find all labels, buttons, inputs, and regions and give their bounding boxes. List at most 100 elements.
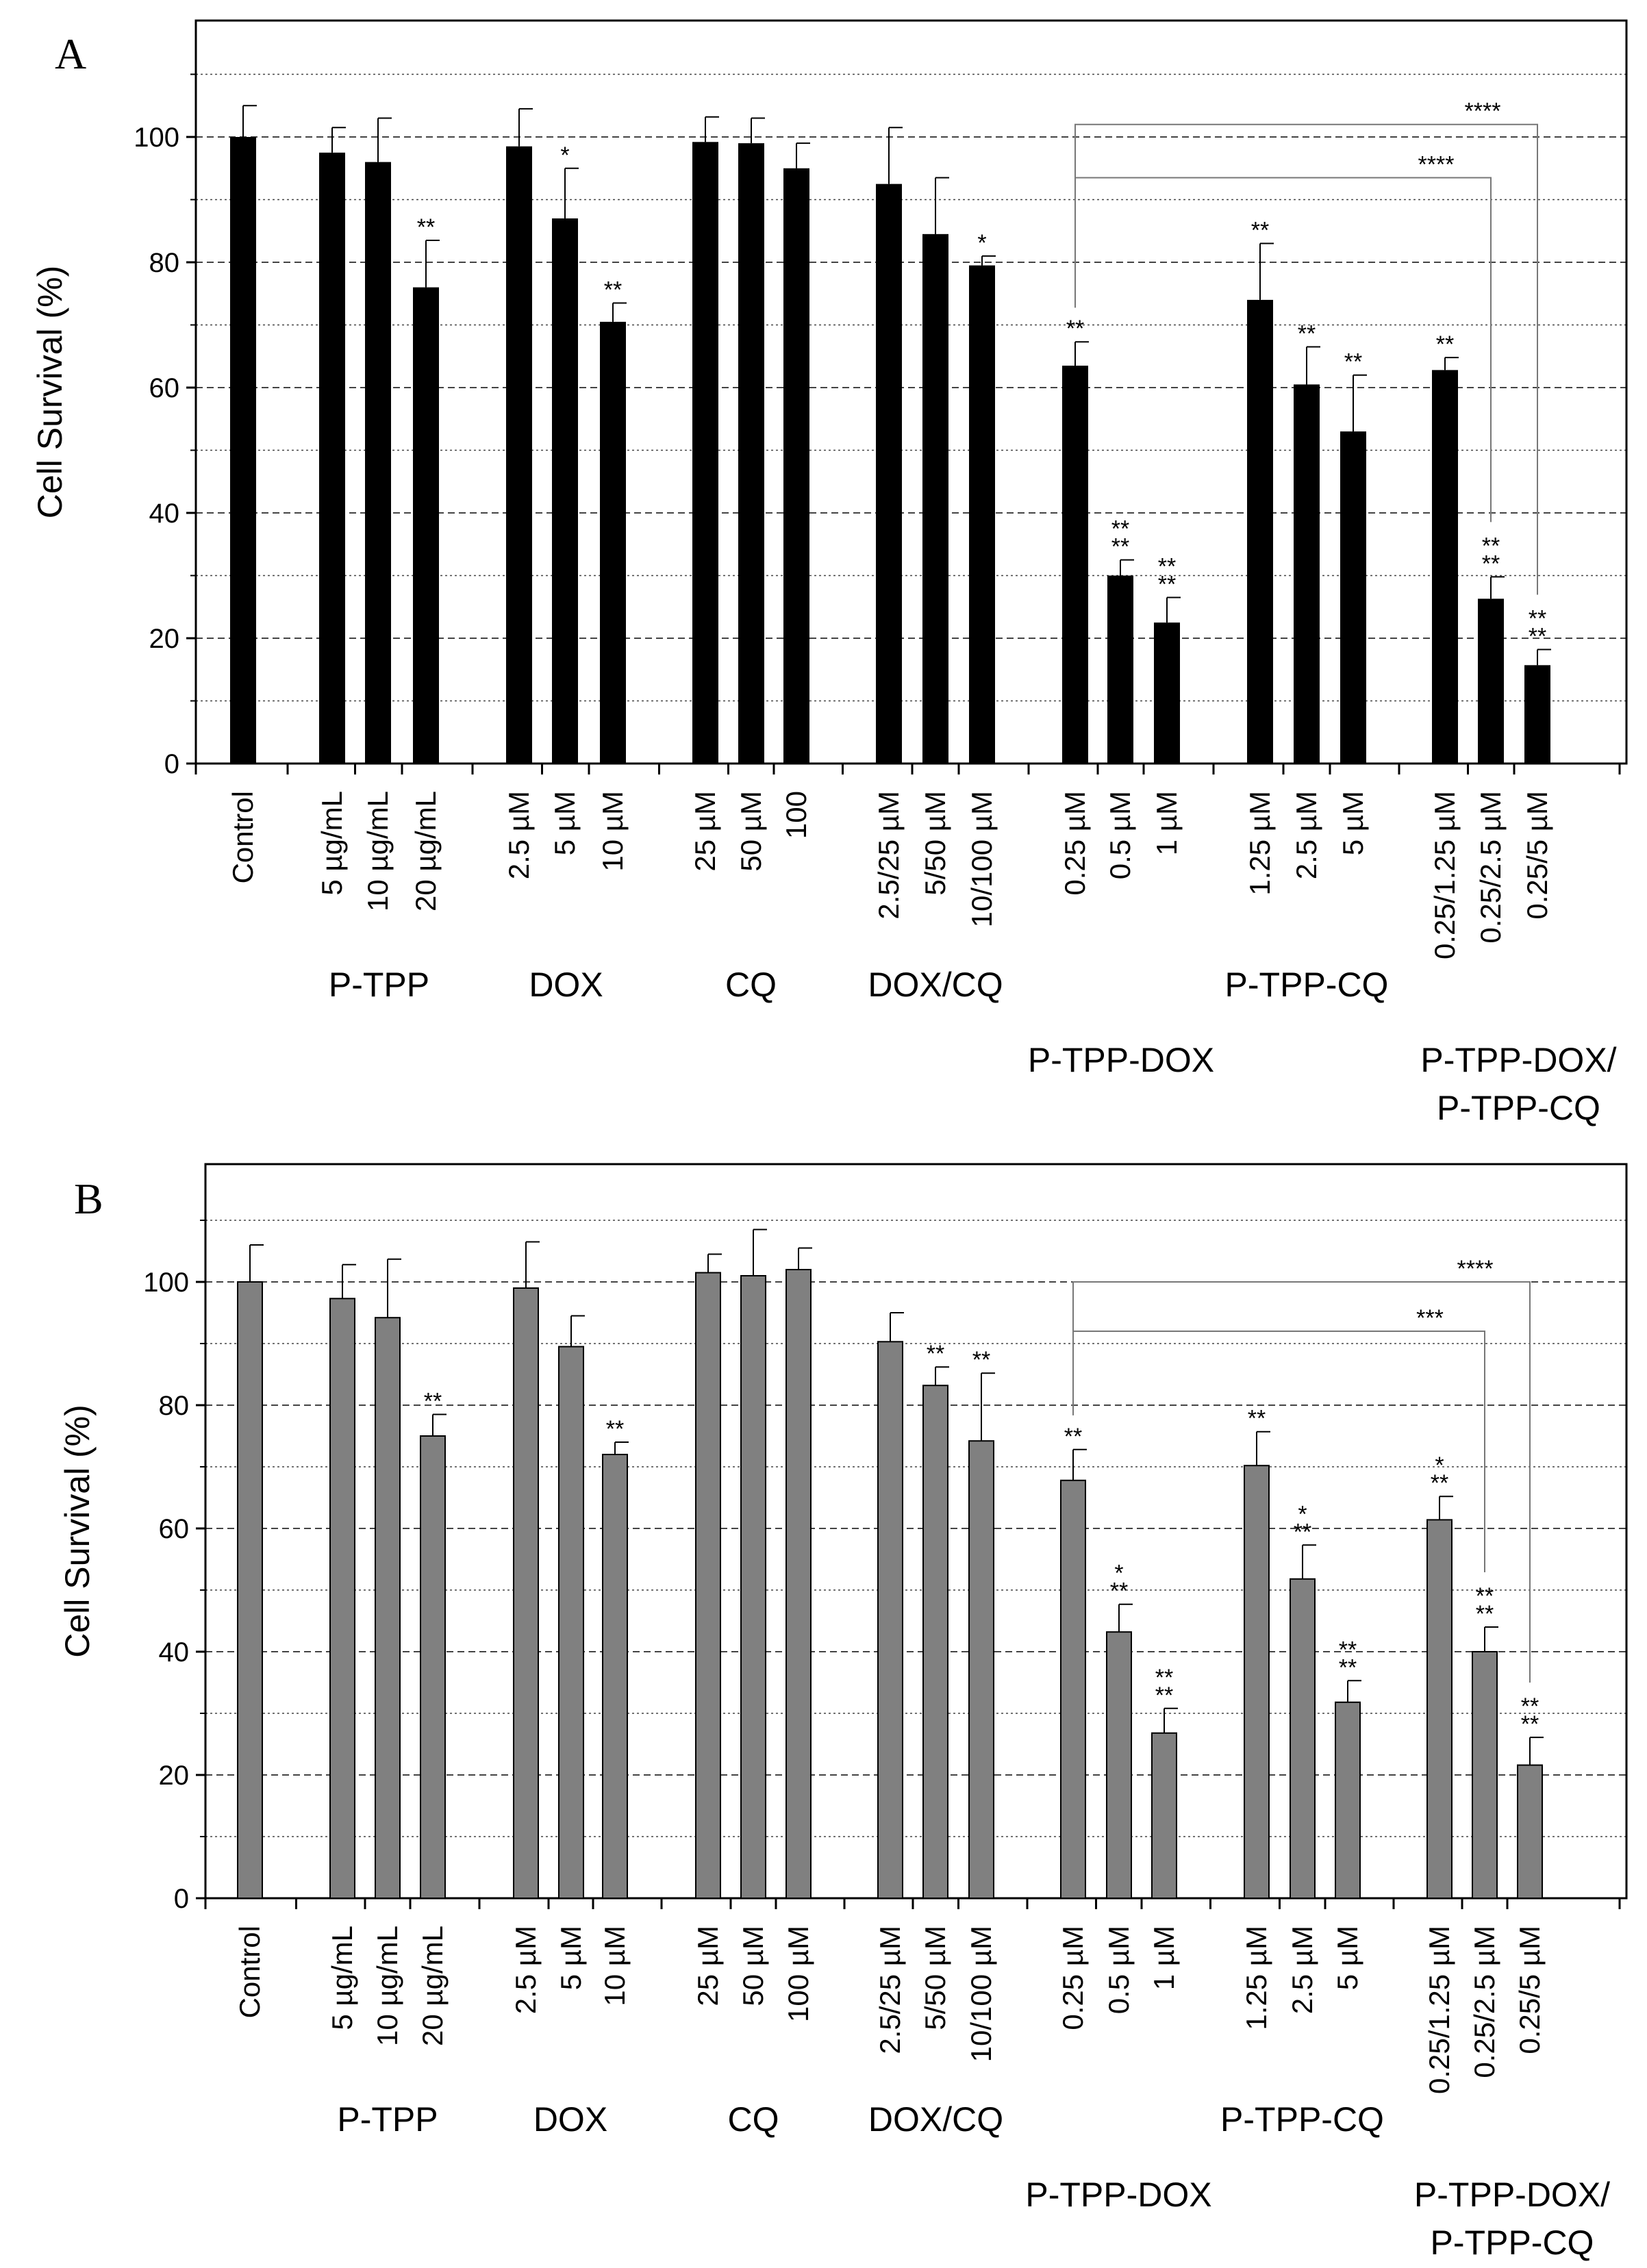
- bar-12: [968, 1440, 994, 1899]
- group-label-4: P-TPP-DOX: [1025, 2176, 1211, 2214]
- bar-2: [375, 1317, 401, 1899]
- bar-12: [969, 265, 995, 764]
- bar-18: [1340, 431, 1366, 764]
- significance-mark-20-0: **: [1482, 533, 1500, 559]
- group-label-0: P-TPP: [337, 2100, 438, 2139]
- bar-13: [1062, 365, 1088, 764]
- significance-mark-18-0: **: [1339, 1637, 1357, 1663]
- significance-mark-15-0: **: [1155, 1665, 1173, 1691]
- significance-mark-20-1: **: [1482, 551, 1500, 577]
- significance-mark-16: **: [1251, 218, 1269, 244]
- bar-19: [1432, 370, 1458, 764]
- bar-6: [600, 321, 626, 764]
- bar-10: [877, 1341, 903, 1900]
- category-label-8: 50 µM: [735, 791, 767, 872]
- significance-mark-14-1: **: [1111, 534, 1129, 560]
- category-label-12: 10/100 µM: [966, 791, 998, 927]
- y-tick-label-80: 80: [149, 248, 180, 278]
- category-label-16: 1.25 µM: [1240, 1926, 1272, 2030]
- y-tick-label-0: 0: [164, 749, 179, 779]
- bar-20: [1478, 598, 1504, 764]
- bar-8: [738, 143, 764, 764]
- y-tick-label-0: 0: [174, 1884, 189, 1914]
- group-label-5: P-TPP-CQ: [1225, 966, 1389, 1004]
- category-label-21: 0.25/5 µM: [1521, 791, 1553, 920]
- y-tick-label-40: 40: [159, 1637, 190, 1667]
- group-label-6-0: P-TPP-DOX/: [1414, 2176, 1610, 2214]
- bar-5: [552, 218, 578, 764]
- category-label-9: 100 µM: [782, 1926, 814, 2022]
- bar-16: [1247, 299, 1273, 764]
- significance-mark-13: **: [1066, 316, 1084, 342]
- panel-letter-a: A: [55, 29, 86, 78]
- bar-15: [1154, 622, 1180, 764]
- category-label-3: 20 µg/mL: [416, 1926, 449, 2046]
- significance-mark-5: *: [560, 142, 569, 168]
- group-label-6-1: P-TPP-CQ: [1437, 1089, 1600, 1127]
- significance-mark-21-0: **: [1529, 605, 1546, 631]
- group-label-4: P-TPP-DOX: [1028, 1041, 1214, 1079]
- significance-mark-19: **: [1436, 331, 1454, 357]
- category-label-4: 2.5 µM: [503, 791, 535, 879]
- significance-mark-13: **: [1064, 1424, 1082, 1450]
- bar-9: [785, 1269, 812, 1899]
- y-tick-label-100: 100: [134, 123, 179, 153]
- significance-mark-15-1: **: [1158, 572, 1176, 598]
- significance-mark-17-0: *: [1298, 1501, 1307, 1527]
- category-label-11: 5/50 µM: [919, 1926, 951, 2030]
- bar-0: [237, 1281, 263, 1899]
- group-label-3: DOX/CQ: [868, 2100, 1003, 2139]
- significance-mark-14-0: **: [1111, 516, 1129, 542]
- category-label-16: 1.25 µM: [1244, 791, 1276, 896]
- group-label-1: DOX: [533, 2100, 607, 2139]
- category-label-15: 1 µM: [1148, 1926, 1180, 1990]
- category-label-9: 100: [780, 791, 812, 839]
- significance-mark-19-0: *: [1435, 1452, 1444, 1478]
- category-label-18: 5 µM: [1331, 1926, 1363, 1990]
- bar-18: [1335, 1701, 1361, 1900]
- significance-mark-14-0: *: [1114, 1561, 1123, 1587]
- group-label-1: DOX: [529, 966, 603, 1004]
- y-tick-label-20: 20: [159, 1761, 190, 1791]
- y-tick-label-20: 20: [149, 624, 180, 654]
- bar-13: [1060, 1479, 1086, 1900]
- category-label-14: 0.5 µM: [1103, 1926, 1135, 2014]
- y-tick-label-100: 100: [143, 1268, 189, 1298]
- significance-mark-21-0: **: [1521, 1693, 1539, 1719]
- bar-20: [1472, 1651, 1498, 1899]
- bar-9: [783, 168, 809, 764]
- comparison-label-1: ****: [1418, 151, 1455, 177]
- bar-1: [319, 152, 345, 764]
- category-label-21: 0.25/5 µM: [1513, 1926, 1546, 2054]
- category-label-1: 5 µg/mL: [316, 791, 348, 896]
- significance-mark-6: **: [604, 277, 622, 303]
- category-label-6: 10 µM: [596, 791, 629, 872]
- group-label-6-0: P-TPP-DOX/: [1420, 1041, 1616, 1079]
- bar-7: [692, 142, 718, 764]
- category-label-13: 0.25 µM: [1059, 791, 1091, 896]
- group-label-5: P-TPP-CQ: [1220, 2100, 1384, 2139]
- significance-mark-12: *: [977, 230, 986, 256]
- category-label-8: 50 µM: [737, 1926, 769, 2006]
- significance-mark-21-1: **: [1521, 1711, 1539, 1737]
- comparison-label-0: ****: [1465, 99, 1501, 125]
- category-label-17: 2.5 µM: [1290, 791, 1322, 879]
- y-tick-label-80: 80: [159, 1391, 190, 1421]
- comparison-bracket-1: [1072, 1331, 1485, 1572]
- category-label-10: 2.5/25 µM: [872, 791, 905, 920]
- y-axis-label: Cell Survival (%): [58, 1404, 97, 1658]
- bar-6: [602, 1454, 628, 1899]
- panel-letter-b: B: [74, 1174, 103, 1223]
- significance-mark-3: **: [424, 1389, 442, 1415]
- category-label-12: 10/100 µM: [965, 1926, 997, 2062]
- significance-mark-19-1: **: [1431, 1470, 1448, 1496]
- significance-mark-17: **: [1298, 321, 1316, 347]
- panel-a-chart: A 0 20 40 60 80 100 Cell Survival (%) Control 5 µ…: [31, 19, 1628, 1127]
- category-label-5: 5 µM: [555, 1926, 587, 1990]
- category-label-20: 0.25/2.5 µM: [1468, 1926, 1500, 2078]
- bar-14: [1107, 575, 1133, 764]
- category-label-3: 20 µg/mL: [410, 791, 442, 911]
- category-label-4: 2.5 µM: [510, 1926, 542, 2014]
